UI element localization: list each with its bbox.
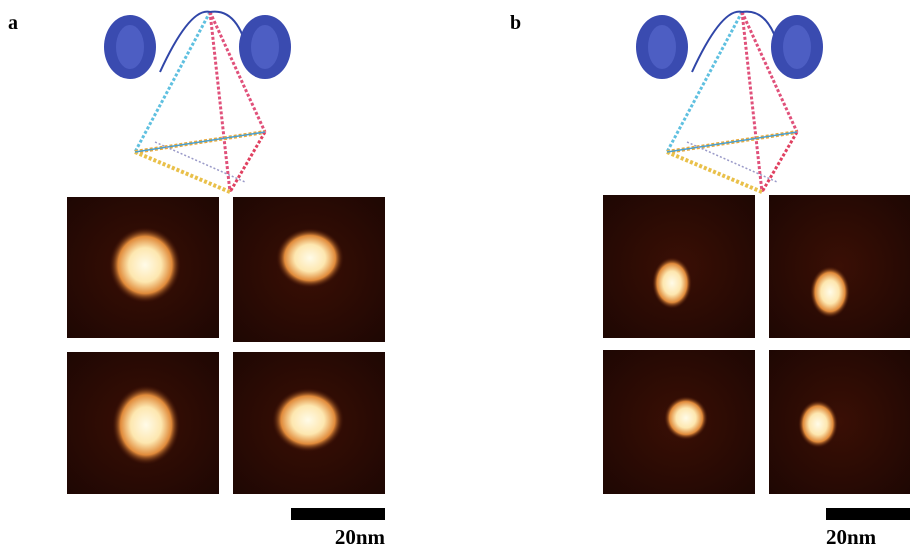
panel-label: a (8, 12, 18, 34)
scale-bar (826, 508, 910, 520)
scale-label: 20nm (335, 525, 386, 548)
scale-label: 20nm (826, 525, 877, 548)
schematic (104, 12, 291, 192)
figure: a 20nm b 20nm (0, 0, 910, 548)
afm-images (603, 195, 910, 494)
scale-bar (291, 508, 385, 520)
panel-label: b (510, 12, 521, 34)
panel-b: b 20nm (510, 12, 910, 548)
afm-images (67, 197, 385, 494)
schematic (636, 12, 823, 192)
panel-a: a 20nm (8, 12, 385, 548)
